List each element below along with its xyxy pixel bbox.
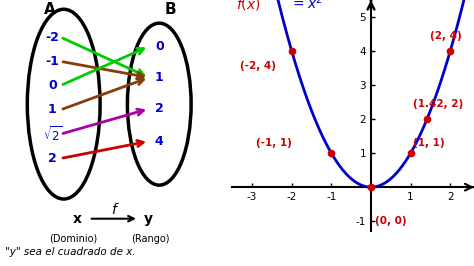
Text: $\sqrt{2}$: $\sqrt{2}$ (43, 125, 62, 144)
Text: 2: 2 (48, 152, 57, 165)
Text: (1.42, 2): (1.42, 2) (412, 99, 463, 109)
Text: 0: 0 (155, 40, 164, 53)
Text: $f(x)$: $f(x)$ (236, 0, 261, 12)
Text: 4: 4 (155, 135, 164, 148)
Text: -1: -1 (46, 55, 59, 68)
Text: (2, 4): (2, 4) (430, 31, 462, 41)
Text: -2: -2 (46, 31, 59, 44)
Text: (Dominio): (Dominio) (49, 234, 97, 244)
Text: (-2, 4): (-2, 4) (240, 61, 276, 71)
Text: (Rango): (Rango) (131, 234, 169, 244)
Text: 1: 1 (155, 71, 164, 84)
Text: f: f (111, 203, 116, 217)
Text: B: B (165, 2, 176, 17)
Text: 2: 2 (155, 102, 164, 115)
Text: x: x (73, 212, 82, 226)
Text: (0, 0): (0, 0) (375, 216, 407, 226)
Text: y: y (144, 212, 152, 226)
Text: A: A (44, 2, 56, 17)
Text: 0: 0 (48, 79, 57, 92)
Text: "y" sea el cuadrado de x.: "y" sea el cuadrado de x. (5, 247, 136, 257)
Text: 1: 1 (48, 103, 57, 117)
Text: (1, 1): (1, 1) (412, 138, 444, 148)
Text: (-1, 1): (-1, 1) (256, 138, 292, 148)
Text: $= x^2$: $= x^2$ (290, 0, 323, 12)
